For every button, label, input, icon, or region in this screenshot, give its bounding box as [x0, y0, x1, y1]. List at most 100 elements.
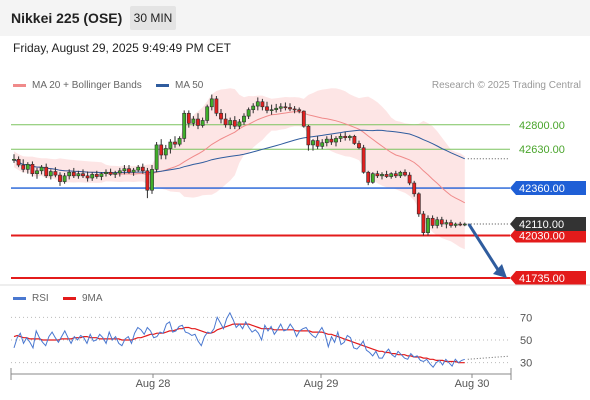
candle-body [421, 213, 426, 233]
candle-body [127, 168, 131, 173]
candle [223, 113, 228, 128]
level-tag-box-3 [510, 228, 586, 243]
candle-body [122, 168, 127, 172]
level-label-2: 42360.00 [519, 183, 565, 195]
candle [62, 172, 67, 184]
legend-ma20-label: MA 20 + Bollinger Bands [32, 80, 142, 91]
legend-ma50: MA 50 [156, 80, 203, 91]
candle [329, 134, 334, 145]
x-tick-label: Aug 28 [136, 378, 171, 390]
candle [122, 165, 127, 175]
candle [384, 170, 389, 178]
bollinger-band [14, 88, 465, 250]
timeframe-button[interactable]: 30 MIN [130, 6, 176, 30]
candle [209, 94, 214, 111]
last-price-tag: 42110.00 [510, 217, 586, 232]
candle [168, 139, 173, 154]
legend-ma9: 9MA [63, 293, 103, 304]
candle-body [246, 109, 251, 117]
candle-body [214, 98, 219, 114]
candle-body [44, 166, 49, 177]
candle [375, 170, 380, 178]
timestamp: Friday, August 29, 2025 9:49:49 PM CET [13, 41, 231, 55]
candle [219, 108, 223, 124]
candle [334, 136, 338, 147]
candle-body [389, 173, 394, 177]
candle [416, 192, 421, 217]
candle [200, 117, 205, 128]
candle-body [334, 138, 338, 143]
candle [449, 219, 453, 228]
candle-body [99, 173, 104, 177]
candle-body [361, 147, 366, 173]
candle-body [108, 171, 113, 175]
level-tag-2: 42360.00 [510, 181, 586, 196]
candle-body [94, 174, 99, 177]
candle-body [338, 135, 343, 139]
candle [177, 136, 182, 147]
candle [315, 136, 320, 150]
candle [154, 142, 159, 173]
candle-body [306, 125, 311, 146]
candle-body [140, 166, 145, 172]
candle [173, 136, 177, 148]
candle [39, 165, 44, 175]
x-tick-label: Aug 30 [455, 378, 490, 390]
candle [104, 169, 108, 177]
candle-body [251, 105, 256, 110]
last-price-box [510, 217, 586, 232]
candle [81, 169, 85, 178]
candle-body [288, 107, 292, 110]
candle [237, 119, 242, 130]
candle-body [384, 174, 389, 177]
candle-body [186, 112, 191, 124]
candle-body [412, 182, 417, 195]
candle [196, 113, 200, 130]
candle-body [283, 106, 288, 109]
rsi-line [13, 311, 465, 368]
candle [35, 167, 39, 179]
candle-body [21, 164, 26, 170]
candle [269, 104, 274, 115]
candle-body [113, 172, 118, 175]
candle [53, 167, 58, 178]
candle-body [435, 219, 440, 226]
candle [182, 110, 187, 143]
level-label-0: 42800.00 [519, 120, 565, 132]
candle-body [370, 173, 375, 183]
rsi-tick-label: 70 [520, 312, 532, 324]
candle-body [260, 101, 265, 108]
candle [343, 131, 348, 141]
candle-body [48, 171, 53, 177]
candle-body [196, 118, 200, 126]
candle [389, 172, 394, 179]
candle [90, 172, 95, 181]
candle [136, 165, 141, 173]
candle [242, 113, 246, 125]
candle-body [154, 144, 159, 170]
candle [357, 140, 361, 150]
candle [324, 136, 329, 147]
candle [393, 170, 398, 178]
candle [283, 102, 288, 111]
candle-body [343, 135, 348, 139]
candle-body [53, 171, 58, 176]
candle-body [163, 148, 168, 156]
candle-body [320, 142, 325, 147]
candle [439, 216, 444, 227]
candle-body [104, 171, 108, 174]
candle [44, 163, 49, 178]
candle [297, 107, 302, 114]
candle [76, 170, 81, 179]
candle [292, 106, 297, 114]
ma9-swatch [63, 296, 76, 300]
rsi-tick-label: 30 [520, 358, 532, 370]
candle [278, 103, 283, 112]
candle [163, 144, 168, 160]
candle-body [145, 170, 150, 191]
candle-body [81, 173, 85, 177]
candle-body [352, 135, 357, 144]
candle-body [407, 174, 412, 184]
candle-body [39, 166, 44, 172]
